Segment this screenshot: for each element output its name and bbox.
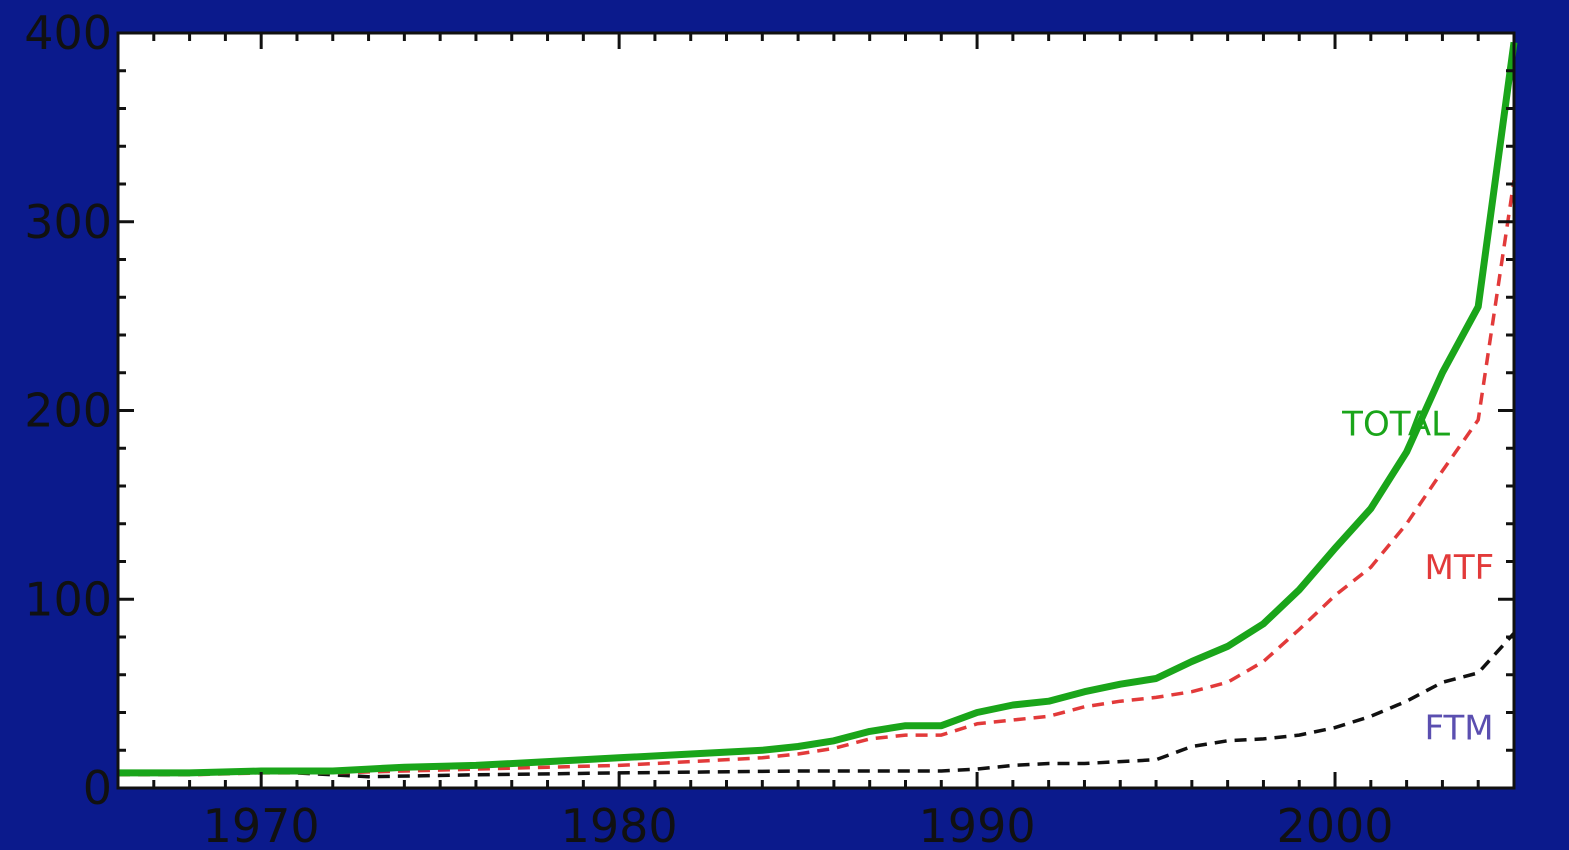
series-line-mtf: [118, 179, 1516, 777]
labels-layer: 1970 1980 1990 2000 0 100 200 300 400 TOTAL MTF FTM: [24, 6, 1494, 850]
x-tick-label: 2000: [1276, 799, 1393, 850]
y-tick-label: 400: [24, 6, 112, 60]
series-label-mtf: MTF: [1425, 548, 1495, 588]
x-tick-label: 1990: [919, 799, 1036, 850]
series-line-ftm: [117, 632, 1516, 779]
x-tick-label: 1970: [203, 799, 320, 850]
y-tick-label: 300: [24, 195, 112, 249]
y-tick-label: 100: [24, 572, 112, 626]
x-tick-label: 1980: [561, 799, 678, 850]
plot-area: [118, 33, 1514, 788]
series-layer: [117, 41, 1518, 779]
y-tick-label: 0: [83, 761, 112, 815]
series-label-total: TOTAL: [1341, 405, 1450, 445]
series-label-ftm: FTM: [1425, 709, 1494, 749]
y-tick-label: 200: [24, 384, 112, 438]
series-line-total: [118, 41, 1518, 777]
plot-frame: [116, 31, 1516, 790]
